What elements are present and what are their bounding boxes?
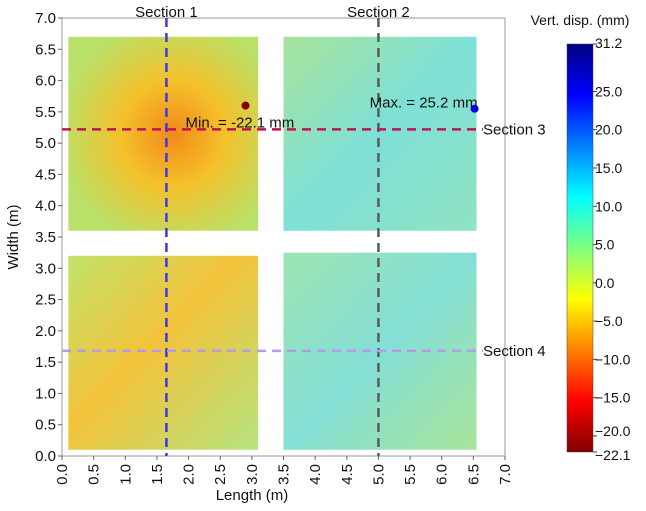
colorbar-tick-label: 15.0: [595, 160, 622, 176]
y-tick-label: 0.5: [35, 417, 56, 434]
x-tick-label: 0.0: [54, 464, 71, 485]
extreme-point: [241, 101, 250, 110]
y-axis-label: Width (m): [5, 205, 22, 270]
y-tick-label: 5.0: [35, 135, 56, 152]
x-tick-label: 5.0: [370, 464, 387, 485]
colorbar-tick-label: −15.0: [595, 390, 631, 406]
x-tick-label: 3.0: [244, 464, 261, 485]
colorbar-tick-label: 10.0: [595, 198, 622, 214]
colorbar-tick-label: −22.1: [595, 447, 631, 463]
colorbar-tick-label: 25.0: [595, 83, 622, 99]
x-axis-label: Length (m): [216, 487, 289, 504]
y-tick-label: 1.5: [35, 354, 56, 371]
y-tick-label: 3.0: [35, 260, 56, 277]
x-tick-label: 2.5: [212, 464, 229, 485]
x-tick-label: 2.0: [181, 464, 198, 485]
y-tick-label: 0.0: [35, 448, 56, 465]
colorbar-tick-label: −5.0: [595, 313, 623, 329]
colorbar-title: Vert. disp. (mm): [531, 12, 630, 28]
x-tick-label: 3.5: [276, 464, 293, 485]
x-tick-label: 6.0: [434, 464, 451, 485]
y-tick-label: 2.0: [35, 323, 56, 340]
x-tick-label: 4.0: [307, 464, 324, 485]
y-tick-label: 6.5: [35, 41, 56, 58]
x-tick-label: 1.5: [149, 464, 166, 485]
y-tick-label: 4.5: [35, 166, 56, 183]
colorbar-tick-label: −10.0: [595, 351, 631, 367]
y-tick-label: 2.5: [35, 292, 56, 309]
colorbar-tick-label: 20.0: [595, 122, 622, 138]
point-annotation: Min. = -22.1 mm: [186, 115, 295, 132]
x-tick-label: 5.5: [402, 464, 419, 485]
colorbar-tick-label: 0.0: [595, 275, 615, 291]
colorbar-tick-label: −20.0: [595, 423, 631, 439]
data-panel: [68, 255, 259, 450]
x-tick-label: 0.5: [86, 464, 103, 485]
x-tick-label: 1.0: [117, 464, 134, 485]
x-tick-label: 7.0: [497, 464, 514, 485]
y-tick-label: 1.0: [35, 385, 56, 402]
x-tick-label: 6.5: [465, 464, 482, 485]
extreme-point: [470, 104, 479, 113]
data-panel: [68, 36, 259, 231]
y-tick-label: 3.5: [35, 229, 56, 246]
section-label: Section 4: [483, 343, 546, 360]
data-panel: [283, 36, 477, 231]
section-label: Section 3: [483, 121, 546, 138]
y-tick-label: 5.5: [35, 104, 56, 121]
section-label: Section 2: [347, 4, 410, 21]
colorbar-tick-label: 5.0: [595, 237, 615, 253]
y-tick-label: 4.0: [35, 198, 56, 215]
y-tick-label: 7.0: [35, 10, 56, 27]
y-tick-label: 6.0: [35, 73, 56, 90]
point-annotation: Max. = 25.2 mm: [370, 95, 478, 112]
section-label: Section 1: [135, 4, 198, 21]
colorbar-tick-label: 31.2: [595, 35, 622, 51]
colorbar: [566, 43, 594, 453]
x-tick-label: 4.5: [339, 464, 356, 485]
